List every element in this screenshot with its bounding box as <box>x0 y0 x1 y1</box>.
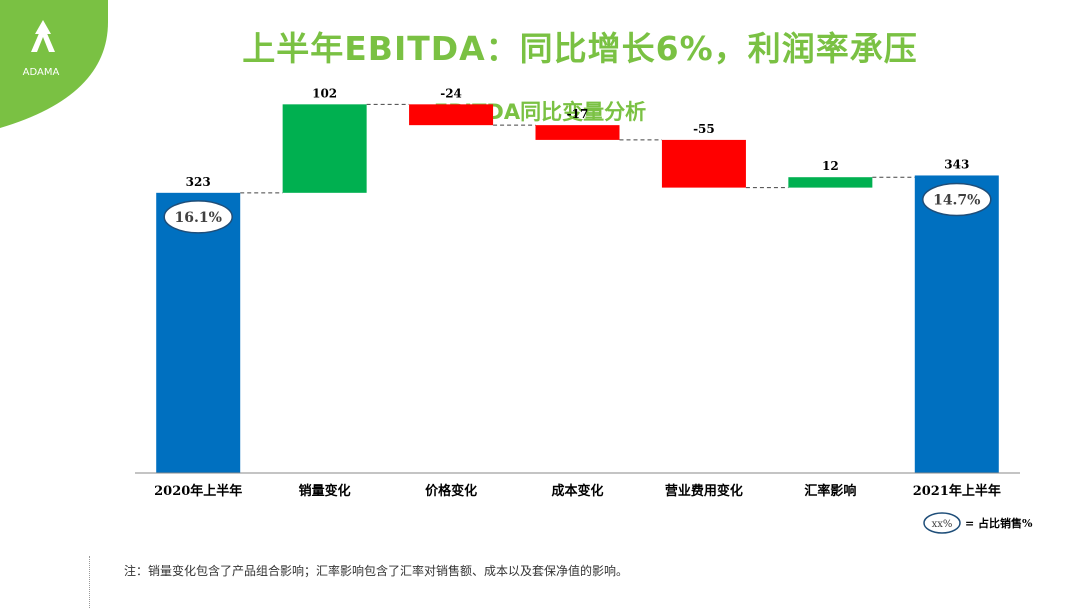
waterfall-bar <box>914 175 999 473</box>
margin-badge <box>922 182 992 217</box>
legend-marker <box>923 512 961 534</box>
category-label: 营业费用变化 <box>665 483 743 499</box>
value-label: 343 <box>944 157 969 171</box>
margin-badge-text: 14.7% <box>933 192 980 208</box>
category-label: 汇率影响 <box>804 483 856 499</box>
category-label: 2020年上半年 <box>154 483 242 499</box>
page-title: 上半年EBITDA：同比增长6%，利润率承压 <box>242 29 918 68</box>
waterfall-bar <box>282 104 367 193</box>
waterfall-bar <box>156 192 241 473</box>
waterfall-bar <box>661 139 746 188</box>
margin-badge-text: 16.1% <box>175 210 222 226</box>
waterfall-bar <box>535 125 620 140</box>
category-label: 成本变化 <box>551 483 603 499</box>
value-label: 102 <box>312 86 337 100</box>
margin-badge <box>163 200 233 234</box>
waterfall-bar <box>409 104 494 126</box>
value-label: -17 <box>567 107 589 121</box>
legend-marker-text: xx% <box>932 519 953 530</box>
category-label: 2021年上半年 <box>913 483 1001 499</box>
value-label: -24 <box>440 86 462 100</box>
value-label: 323 <box>186 175 211 189</box>
value-label: 12 <box>822 159 839 173</box>
logo-text: ADAMA <box>23 67 60 78</box>
category-label: 销量变化 <box>299 483 351 499</box>
footnote-divider <box>89 556 90 608</box>
value-label: -55 <box>693 122 715 136</box>
waterfall-bar <box>788 177 873 188</box>
category-label: 价格变化 <box>425 483 477 499</box>
legend-text: = 占比销售% <box>965 516 1033 530</box>
adama-logo: ADAMA <box>0 0 108 128</box>
footnote: 注：销量变化包含了产品组合影响；汇率影响包含了汇率对销售额、成本以及套保净值的影… <box>124 564 629 578</box>
